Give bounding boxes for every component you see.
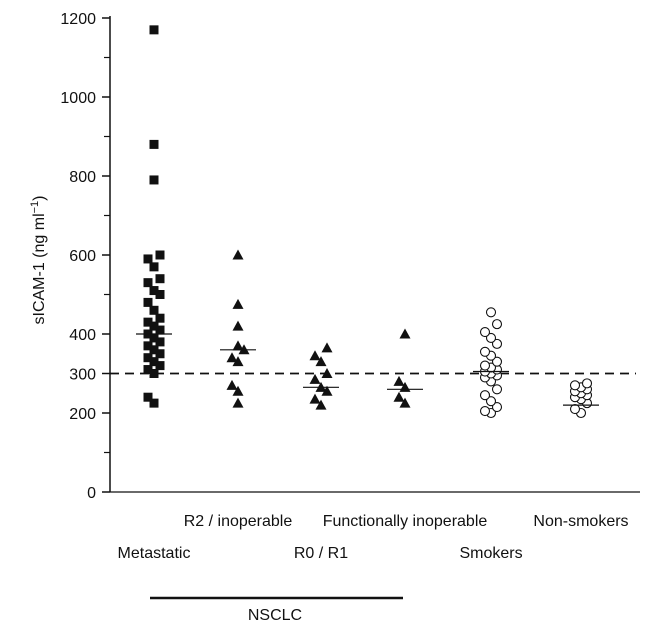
data-point [321,385,333,396]
data-point [149,286,159,296]
data-point [149,333,159,343]
data-point [149,398,159,408]
y-tick-label: 600 [69,248,96,265]
data-point [143,297,153,307]
y-tick-label: 200 [69,406,96,423]
y-axis-title-close: ) [31,196,48,201]
y-tick-label: 800 [69,169,96,186]
category-label: Non-smokers [533,513,628,530]
data-point [491,338,503,349]
y-tick-label: 0 [87,485,96,502]
data-point [569,403,581,415]
data-point [149,262,159,272]
category-label: Metastatic [118,545,191,562]
data-point [485,307,497,318]
data-point [143,278,153,288]
data-point [309,393,321,404]
series-non-smokers [563,378,599,419]
data-point [143,365,153,375]
group-bracket: NSCLC [150,596,403,624]
data-point [315,356,327,367]
category-label: Smokers [459,545,522,562]
data-point [393,375,405,386]
data-point [232,320,244,331]
data-point [479,346,491,357]
category-label: R0 / R1 [294,545,348,562]
data-point [226,352,238,363]
data-point [232,385,244,396]
data-point [155,337,165,347]
data-point [491,384,503,395]
data-point [226,379,238,390]
data-point [149,345,159,355]
data-point [232,298,244,309]
data-point [155,274,165,284]
data-point [232,340,244,351]
series-functionally-inoperable [387,328,423,408]
data-point [581,378,593,389]
y-tick-label: 1200 [60,11,96,28]
data-point [155,313,165,323]
series-r0-r1 [303,342,339,410]
data-point [479,405,491,417]
data-point [232,397,244,408]
data-point [155,325,165,335]
y-axis-title-unit-exponent: −1 [29,201,41,214]
category-label: R2 / inoperable [184,513,293,530]
data-point [149,357,159,367]
data-point [399,328,411,339]
data-point [155,349,165,359]
data-point [143,254,153,264]
data-point [321,368,333,378]
data-point [491,402,503,413]
data-point [149,305,159,315]
y-axis-title-text: sICAM-1 (ng ml [31,213,48,324]
data-point [393,391,405,402]
data-point [309,373,321,384]
data-point [149,25,159,35]
data-point [399,397,411,408]
data-point [309,350,321,361]
y-tick-label: 400 [69,327,96,344]
series-metastatic [136,25,172,408]
data-point [155,290,165,299]
data-point [143,392,153,402]
data-point [149,175,159,185]
y-tick-label: 1000 [60,90,96,107]
data-point [155,361,165,371]
data-point [485,396,497,407]
data-point [155,250,165,260]
data-point [485,332,497,344]
y-axis-title: sICAM-1 (ng ml−1) [29,196,48,325]
category-label: Functionally inoperable [323,513,488,530]
data-point [479,390,491,401]
data-point [491,319,503,330]
series-r2-inoperable [220,249,256,408]
data-point [149,369,159,378]
group-label: NSCLC [248,607,302,624]
data-point [232,356,244,367]
data-point [143,317,153,327]
data-point [569,380,581,391]
y-axis: 0 200 300 400 600 800 1000 1200 [60,11,111,502]
data-point [491,356,503,367]
data-point [479,326,491,338]
data-point [149,321,159,331]
data-point [149,139,159,149]
data-point [143,353,153,363]
data-point [143,341,153,351]
data-point [321,342,333,353]
data-point [315,399,327,410]
series-smokers [473,307,509,419]
data-point [232,249,244,260]
data-marks [136,25,599,419]
y-tick-label: 300 [69,367,96,384]
data-point [479,360,491,371]
